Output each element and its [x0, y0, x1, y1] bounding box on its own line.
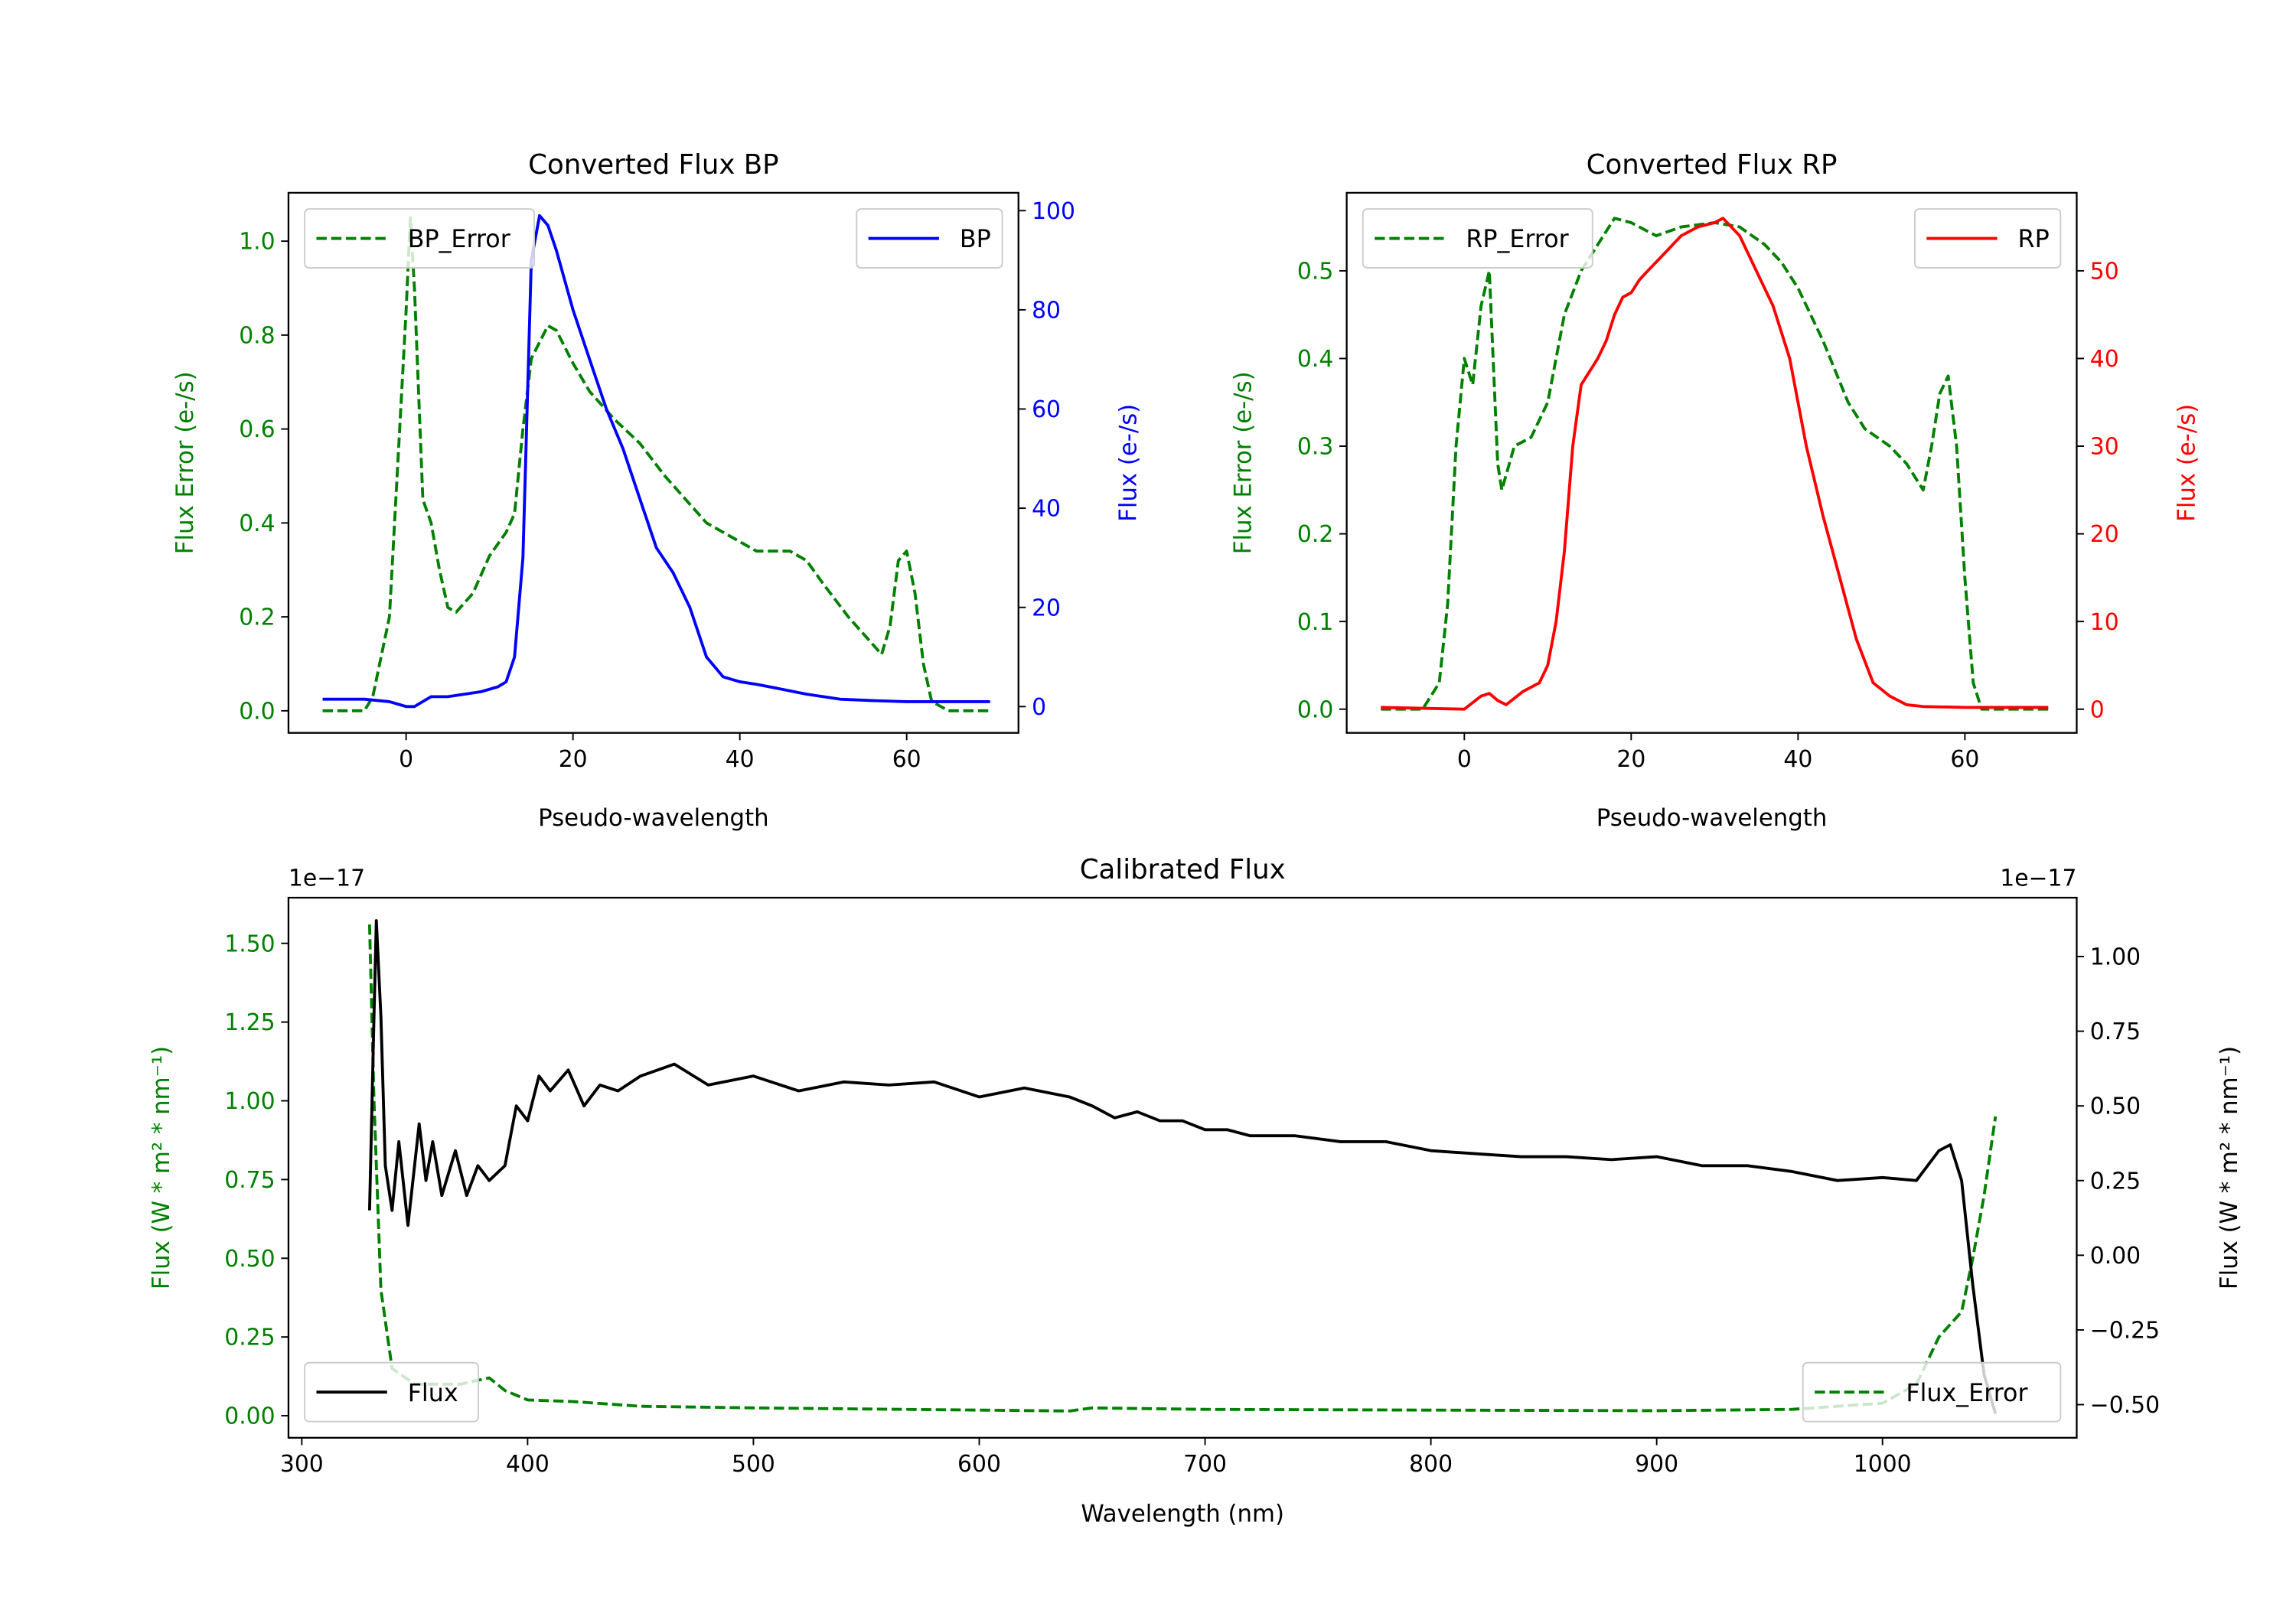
series-line-bp	[322, 214, 990, 709]
x-tick-label: 300	[280, 1451, 324, 1478]
y_right-tick-label: −0.25	[2090, 1318, 2160, 1345]
x-tick-label: 400	[506, 1451, 550, 1478]
axes-frame	[287, 896, 2078, 1439]
y_left-tick-label: 0.3	[1297, 434, 1333, 461]
x-tick-label: 800	[1409, 1451, 1453, 1478]
chart-title: Calibrated Flux	[1080, 854, 1286, 885]
y_left-tick-label: 0.8	[239, 322, 275, 349]
x-tick-label: 0	[1457, 746, 1472, 773]
legend-rp: RP	[1913, 208, 2062, 269]
y_right-tick-label: 80	[1032, 297, 1061, 324]
legend-label: RP	[2018, 226, 2050, 253]
y_right-tick-label: 20	[1032, 595, 1061, 621]
y_left-tick-label: 0.6	[239, 416, 275, 443]
legend-label: Flux_Error	[1906, 1380, 2028, 1407]
legend-box	[304, 208, 536, 269]
x-tick-label: 40	[726, 746, 755, 773]
y_right-offset-label: 1e−17	[2000, 865, 2076, 892]
chart-title: Converted Flux BP	[528, 149, 778, 181]
y_right-tick-label: 0.25	[2090, 1168, 2141, 1195]
x-tick-label: 20	[1616, 746, 1645, 773]
y_right-axis-label: Flux (W * m² * nm⁻¹)	[2216, 1046, 2243, 1289]
legend-box	[304, 1361, 479, 1423]
x-tick-label: 0	[399, 746, 413, 773]
y_right-tick-label: 0.75	[2090, 1019, 2141, 1045]
y_left-tick-label: 0.5	[1297, 258, 1333, 285]
y_left-axis-label: Flux Error (e-/s)	[1230, 371, 1257, 554]
chart-title: Converted Flux RP	[1587, 149, 1838, 181]
x-tick-label: 700	[1183, 1451, 1227, 1478]
y_left-tick-label: 0.0	[239, 698, 275, 725]
y_right-tick-label: 20	[2090, 521, 2119, 548]
y_right-tick-label: 0.00	[2090, 1243, 2141, 1270]
y_left-tick-label: 1.00	[224, 1088, 275, 1115]
y_right-tick-label: 60	[1032, 396, 1061, 423]
y_left-axis-label: Flux (W * m² * nm⁻¹)	[148, 1046, 175, 1289]
y_right-axis-label: Flux (e-/s)	[1115, 404, 1143, 522]
y_right-tick-label: −0.50	[2090, 1392, 2160, 1419]
y_right-tick-label: 40	[1032, 496, 1061, 523]
y_right-tick-label: 50	[2090, 258, 2119, 285]
x-axis-label: Pseudo-wavelength	[1596, 804, 1828, 832]
series-line-bp-error	[322, 216, 990, 712]
y_right-axis-label: Flux (e-/s)	[2173, 404, 2200, 522]
y_left-tick-label: 0.50	[224, 1246, 275, 1273]
panel-1: Converted Flux RP 0 20 40 60 Pseudo-wavelengt…	[1230, 149, 2201, 832]
x-tick-label: 60	[892, 746, 921, 773]
y_left-tick-label: 0.25	[224, 1325, 275, 1351]
x-tick-label: 600	[957, 1451, 1001, 1478]
y_right-tick-label: 1.00	[2090, 944, 2141, 971]
legend-flux: Flux	[304, 1361, 479, 1423]
x-axis-label: Wavelength (nm)	[1081, 1500, 1284, 1527]
legend-box	[1362, 208, 1593, 269]
y_right-tick-label: 10	[2090, 609, 2119, 636]
x-tick-label: 60	[1950, 746, 1979, 773]
panel-0: Converted Flux BP 0 20 40 60 Pseudo-wavelengt…	[171, 149, 1143, 832]
legend-label: RP_Error	[1466, 226, 1569, 253]
axes-frame	[1345, 191, 2078, 734]
x-axis-label: Pseudo-wavelength	[538, 804, 769, 832]
series-line-rp	[1381, 217, 2049, 711]
legend-label: BP_Error	[408, 226, 511, 253]
panel-2: Calibrated Flux 300 400 500 600 700 800 900 1000…	[148, 854, 2243, 1527]
y_right-tick-label: 30	[2090, 434, 2119, 461]
y_left-axis-label: Flux Error (e-/s)	[171, 371, 199, 554]
y_left-tick-label: 0.75	[224, 1167, 275, 1194]
y_left-tick-label: 0.1	[1297, 609, 1333, 636]
y_right-tick-label: 0	[1032, 694, 1046, 721]
x-tick-label: 40	[1783, 746, 1812, 773]
legend-box	[1802, 1361, 2062, 1423]
y_left-tick-label: 0.4	[239, 510, 275, 537]
y_left-tick-label: 1.25	[224, 1009, 275, 1036]
axes-frame	[287, 191, 1019, 734]
legend-label: BP	[960, 226, 991, 253]
x-tick-label: 20	[559, 746, 588, 773]
y_left-tick-label: 1.0	[239, 229, 275, 256]
x-tick-label: 1000	[1854, 1451, 1912, 1478]
y_left-tick-label: 0.0	[1297, 696, 1333, 723]
legend-rp-error: RP_Error	[1362, 208, 1593, 269]
y_left-tick-label: 0.4	[1297, 346, 1333, 373]
series-line-flux	[367, 919, 1998, 1414]
x-tick-label: 500	[732, 1451, 775, 1478]
y_right-tick-label: 0.50	[2090, 1094, 2141, 1120]
y_left-tick-label: 1.50	[224, 931, 275, 957]
y_left-tick-label: 0.2	[1297, 521, 1333, 548]
series-line-rp-error	[1381, 217, 2049, 711]
y_right-tick-label: 100	[1032, 198, 1075, 225]
y_left-tick-label: 0.2	[239, 605, 275, 631]
x-tick-label: 900	[1635, 1451, 1678, 1478]
legend-flux-error: Flux_Error	[1802, 1361, 2062, 1423]
y_left-offset-label: 1e−17	[289, 865, 365, 892]
legend-label: Flux	[408, 1380, 458, 1407]
y_right-tick-label: 0	[2090, 696, 2105, 723]
y_left-tick-label: 0.00	[224, 1403, 275, 1430]
legend-bp: BP	[856, 208, 1003, 269]
y_right-tick-label: 40	[2090, 346, 2119, 373]
legend-bp-error: BP_Error	[304, 208, 536, 269]
